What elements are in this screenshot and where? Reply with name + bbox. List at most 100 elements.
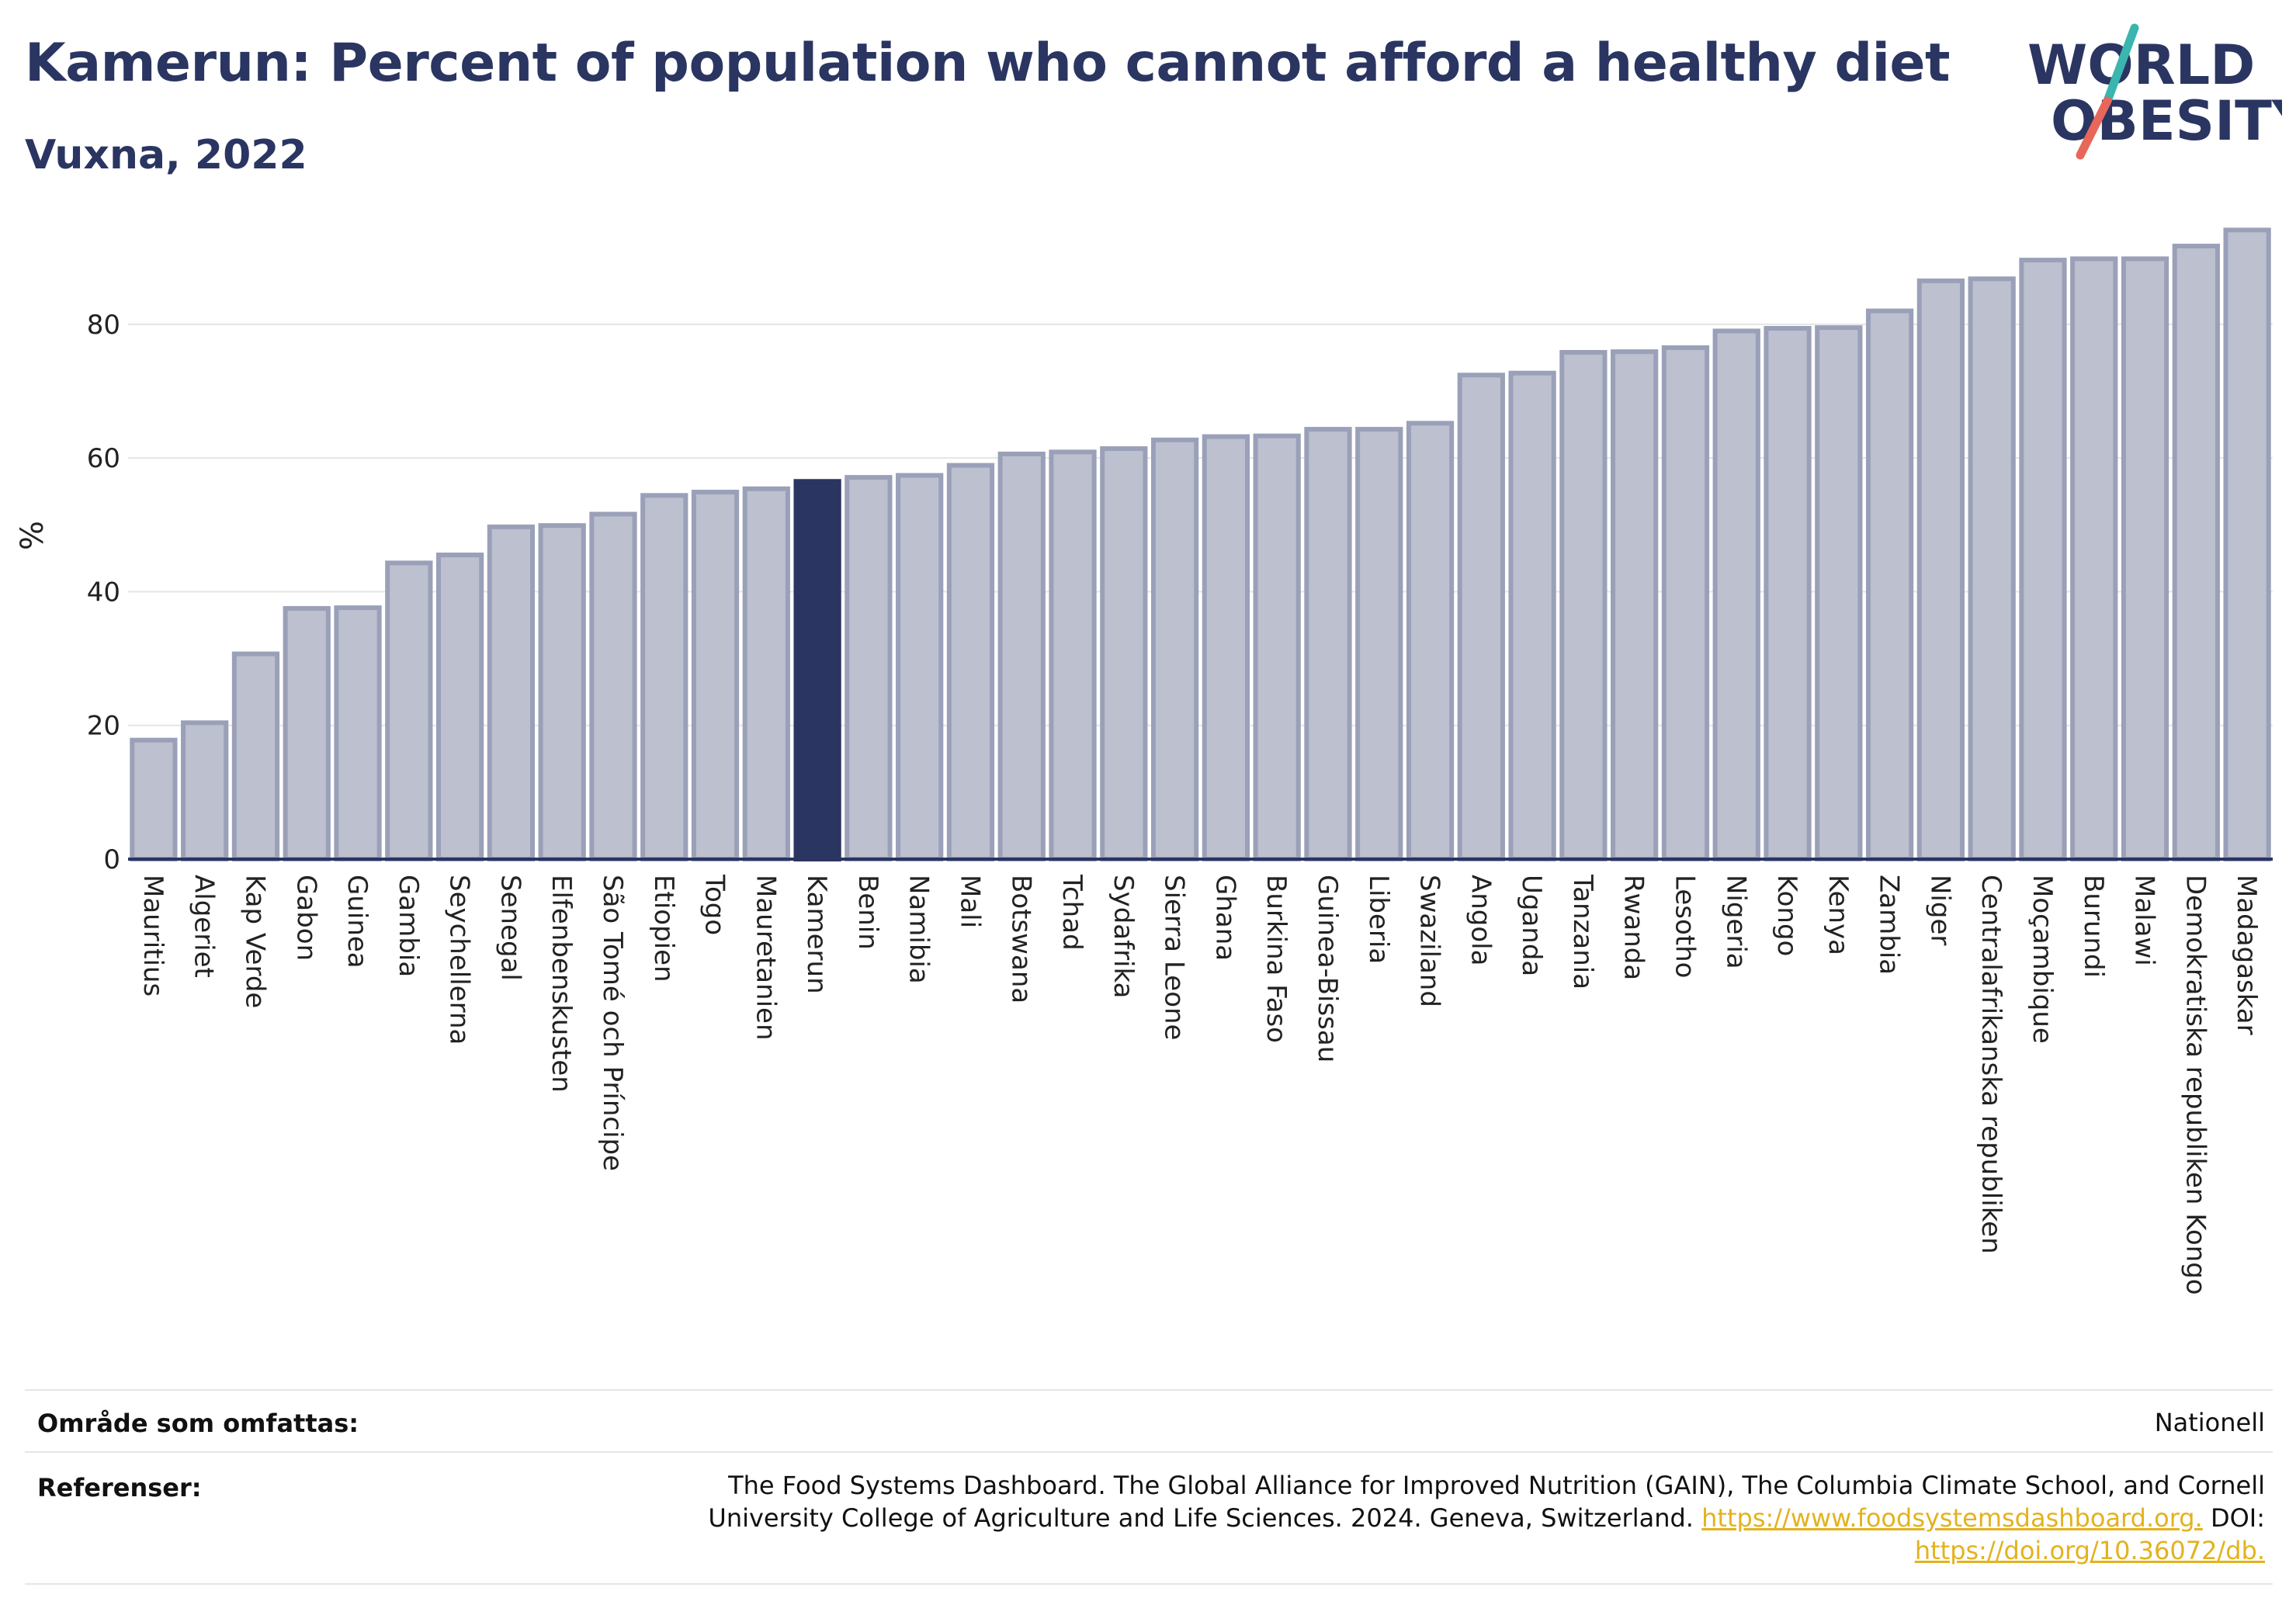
- x-category-label: Kamerun: [801, 875, 832, 994]
- bar: [896, 473, 944, 861]
- bar: [1150, 437, 1199, 861]
- bar: [487, 524, 536, 862]
- x-category-label: Demokratiska republiken Kongo: [2180, 875, 2211, 1295]
- x-category-label: Togo: [699, 874, 730, 935]
- x-category-label: Seychellerna: [444, 875, 475, 1045]
- bar: [385, 560, 433, 861]
- x-category-label: Swaziland: [1414, 875, 1445, 1007]
- x-category-label: Algeriet: [189, 875, 220, 978]
- x-category-label: Moçambique: [2027, 875, 2058, 1044]
- coverage-value: Nationell: [2154, 1408, 2265, 1437]
- x-category-label: Etiopien: [648, 875, 679, 983]
- y-tick-label: 80: [87, 310, 120, 341]
- x-category-label: Namibia: [903, 875, 935, 984]
- y-axis-ticks: 0 20 40 60 80: [87, 310, 120, 875]
- references-text: The Food Systems Dashboard. The Global A…: [708, 1471, 2265, 1533]
- bar: [997, 451, 1046, 861]
- y-tick-label: 20: [87, 711, 120, 742]
- bar: [283, 605, 331, 861]
- coverage-label: Område som omfattas:: [37, 1409, 359, 1438]
- bar: [1712, 328, 1760, 861]
- x-category-label: Zambia: [1874, 875, 1905, 975]
- logo-word-world: WORLD: [2027, 33, 2255, 97]
- x-category-label: Mauretanien: [750, 875, 781, 1041]
- bar: [1100, 446, 1148, 861]
- x-category-label: Guinea: [342, 875, 373, 969]
- x-category-label: Mali: [954, 875, 985, 928]
- bar: [640, 493, 688, 861]
- doi-link[interactable]: https://doi.org/10.36072/db.: [1914, 1536, 2265, 1565]
- meta-divider-top: [25, 1389, 2273, 1391]
- bar: [2070, 256, 2118, 862]
- x-category-label: Rwanda: [1618, 875, 1649, 980]
- bar: [1661, 345, 1710, 861]
- y-axis-label: %: [15, 521, 50, 550]
- x-category-label: Botswana: [1005, 875, 1036, 1003]
- x-category-label: Nigeria: [1720, 875, 1751, 969]
- chart-subtitle: Vuxna, 2022: [25, 132, 307, 178]
- bar: [435, 553, 484, 861]
- x-category-label: Gabon: [290, 875, 321, 961]
- logo-slash-bottom: [2076, 96, 2112, 160]
- doi-label: DOI:: [2210, 1503, 2265, 1533]
- bar: [1049, 449, 1097, 861]
- bar: [1916, 278, 1965, 861]
- grid-lines: [128, 323, 2273, 726]
- world-obesity-logo: WORLD OBESITY: [2027, 23, 2282, 160]
- bar: [1865, 308, 1914, 861]
- x-category-label: São Tomé och Príncipe: [597, 875, 628, 1171]
- bar: [946, 463, 995, 861]
- bar: [181, 720, 229, 862]
- x-category-label: Liberia: [1363, 875, 1394, 964]
- y-tick-label: 60: [87, 443, 120, 474]
- x-category-label: Senegal: [494, 875, 525, 981]
- bar: [2223, 227, 2271, 861]
- x-category-label: Tchad: [1056, 874, 1087, 951]
- x-category-label: Mauritius: [137, 875, 168, 996]
- x-axis-categories: Mauritius Algeriet Kap Verde Gabon Guinea Gam…: [137, 874, 2262, 1295]
- dashboard-link[interactable]: https://www.foodsystemsdashboard.org.: [1701, 1503, 2203, 1533]
- x-category-label: Elfenbenskusten: [546, 875, 577, 1093]
- x-category-label: Ghana: [1209, 875, 1240, 961]
- references-value: The Food Systems Dashboard. The Global A…: [596, 1469, 2265, 1567]
- bar: [334, 605, 382, 861]
- chart-title: Kamerun: Percent of population who canno…: [25, 33, 1951, 94]
- x-category-label: Angola: [1465, 875, 1496, 965]
- x-category-label: Lesotho: [1669, 875, 1700, 978]
- bar: [1202, 434, 1250, 861]
- x-category-label: Centralafrikanska republiken: [1975, 875, 2006, 1254]
- bars: [130, 227, 2271, 862]
- x-category-label: Malawi: [2129, 875, 2160, 966]
- x-category-label: Burundi: [2078, 875, 2109, 978]
- y-tick-label: 40: [87, 577, 120, 608]
- bar: [742, 486, 790, 861]
- bar: [1355, 427, 1403, 861]
- x-category-label: Niger: [1924, 875, 1955, 945]
- x-category-label: Tanzania: [1567, 874, 1598, 989]
- x-category-label: Burkina Faso: [1261, 875, 1292, 1043]
- bar: [1968, 276, 2016, 862]
- bar: [1815, 325, 1863, 861]
- bar: [845, 475, 893, 861]
- x-category-label: Benin: [852, 875, 883, 950]
- bar: [2019, 258, 2067, 861]
- bar: [1457, 373, 1505, 862]
- x-category-label: Kap Verde: [239, 875, 270, 1008]
- x-category-label: Sierra Leone: [1159, 875, 1190, 1040]
- x-category-label: Kenya: [1823, 875, 1854, 955]
- bar: [1559, 350, 1608, 861]
- bar: [130, 737, 178, 861]
- bar: [538, 523, 586, 861]
- meta-divider-middle: [25, 1451, 2273, 1453]
- logo-slash-top: [2103, 23, 2139, 106]
- references-label: Referenser:: [37, 1473, 202, 1502]
- x-category-label: Sydafrika: [1108, 875, 1139, 998]
- bar: [2172, 244, 2220, 861]
- bar: [231, 651, 280, 861]
- bar: [1508, 370, 1556, 861]
- bar: [1611, 349, 1659, 861]
- meta-divider-bottom: [25, 1583, 2273, 1585]
- bar-chart: 0 20 40 60 80 Mauritius Algeriet Kap Verde Gabo…: [15, 227, 2273, 1295]
- bar: [1406, 421, 1455, 861]
- bar: [2121, 256, 2169, 862]
